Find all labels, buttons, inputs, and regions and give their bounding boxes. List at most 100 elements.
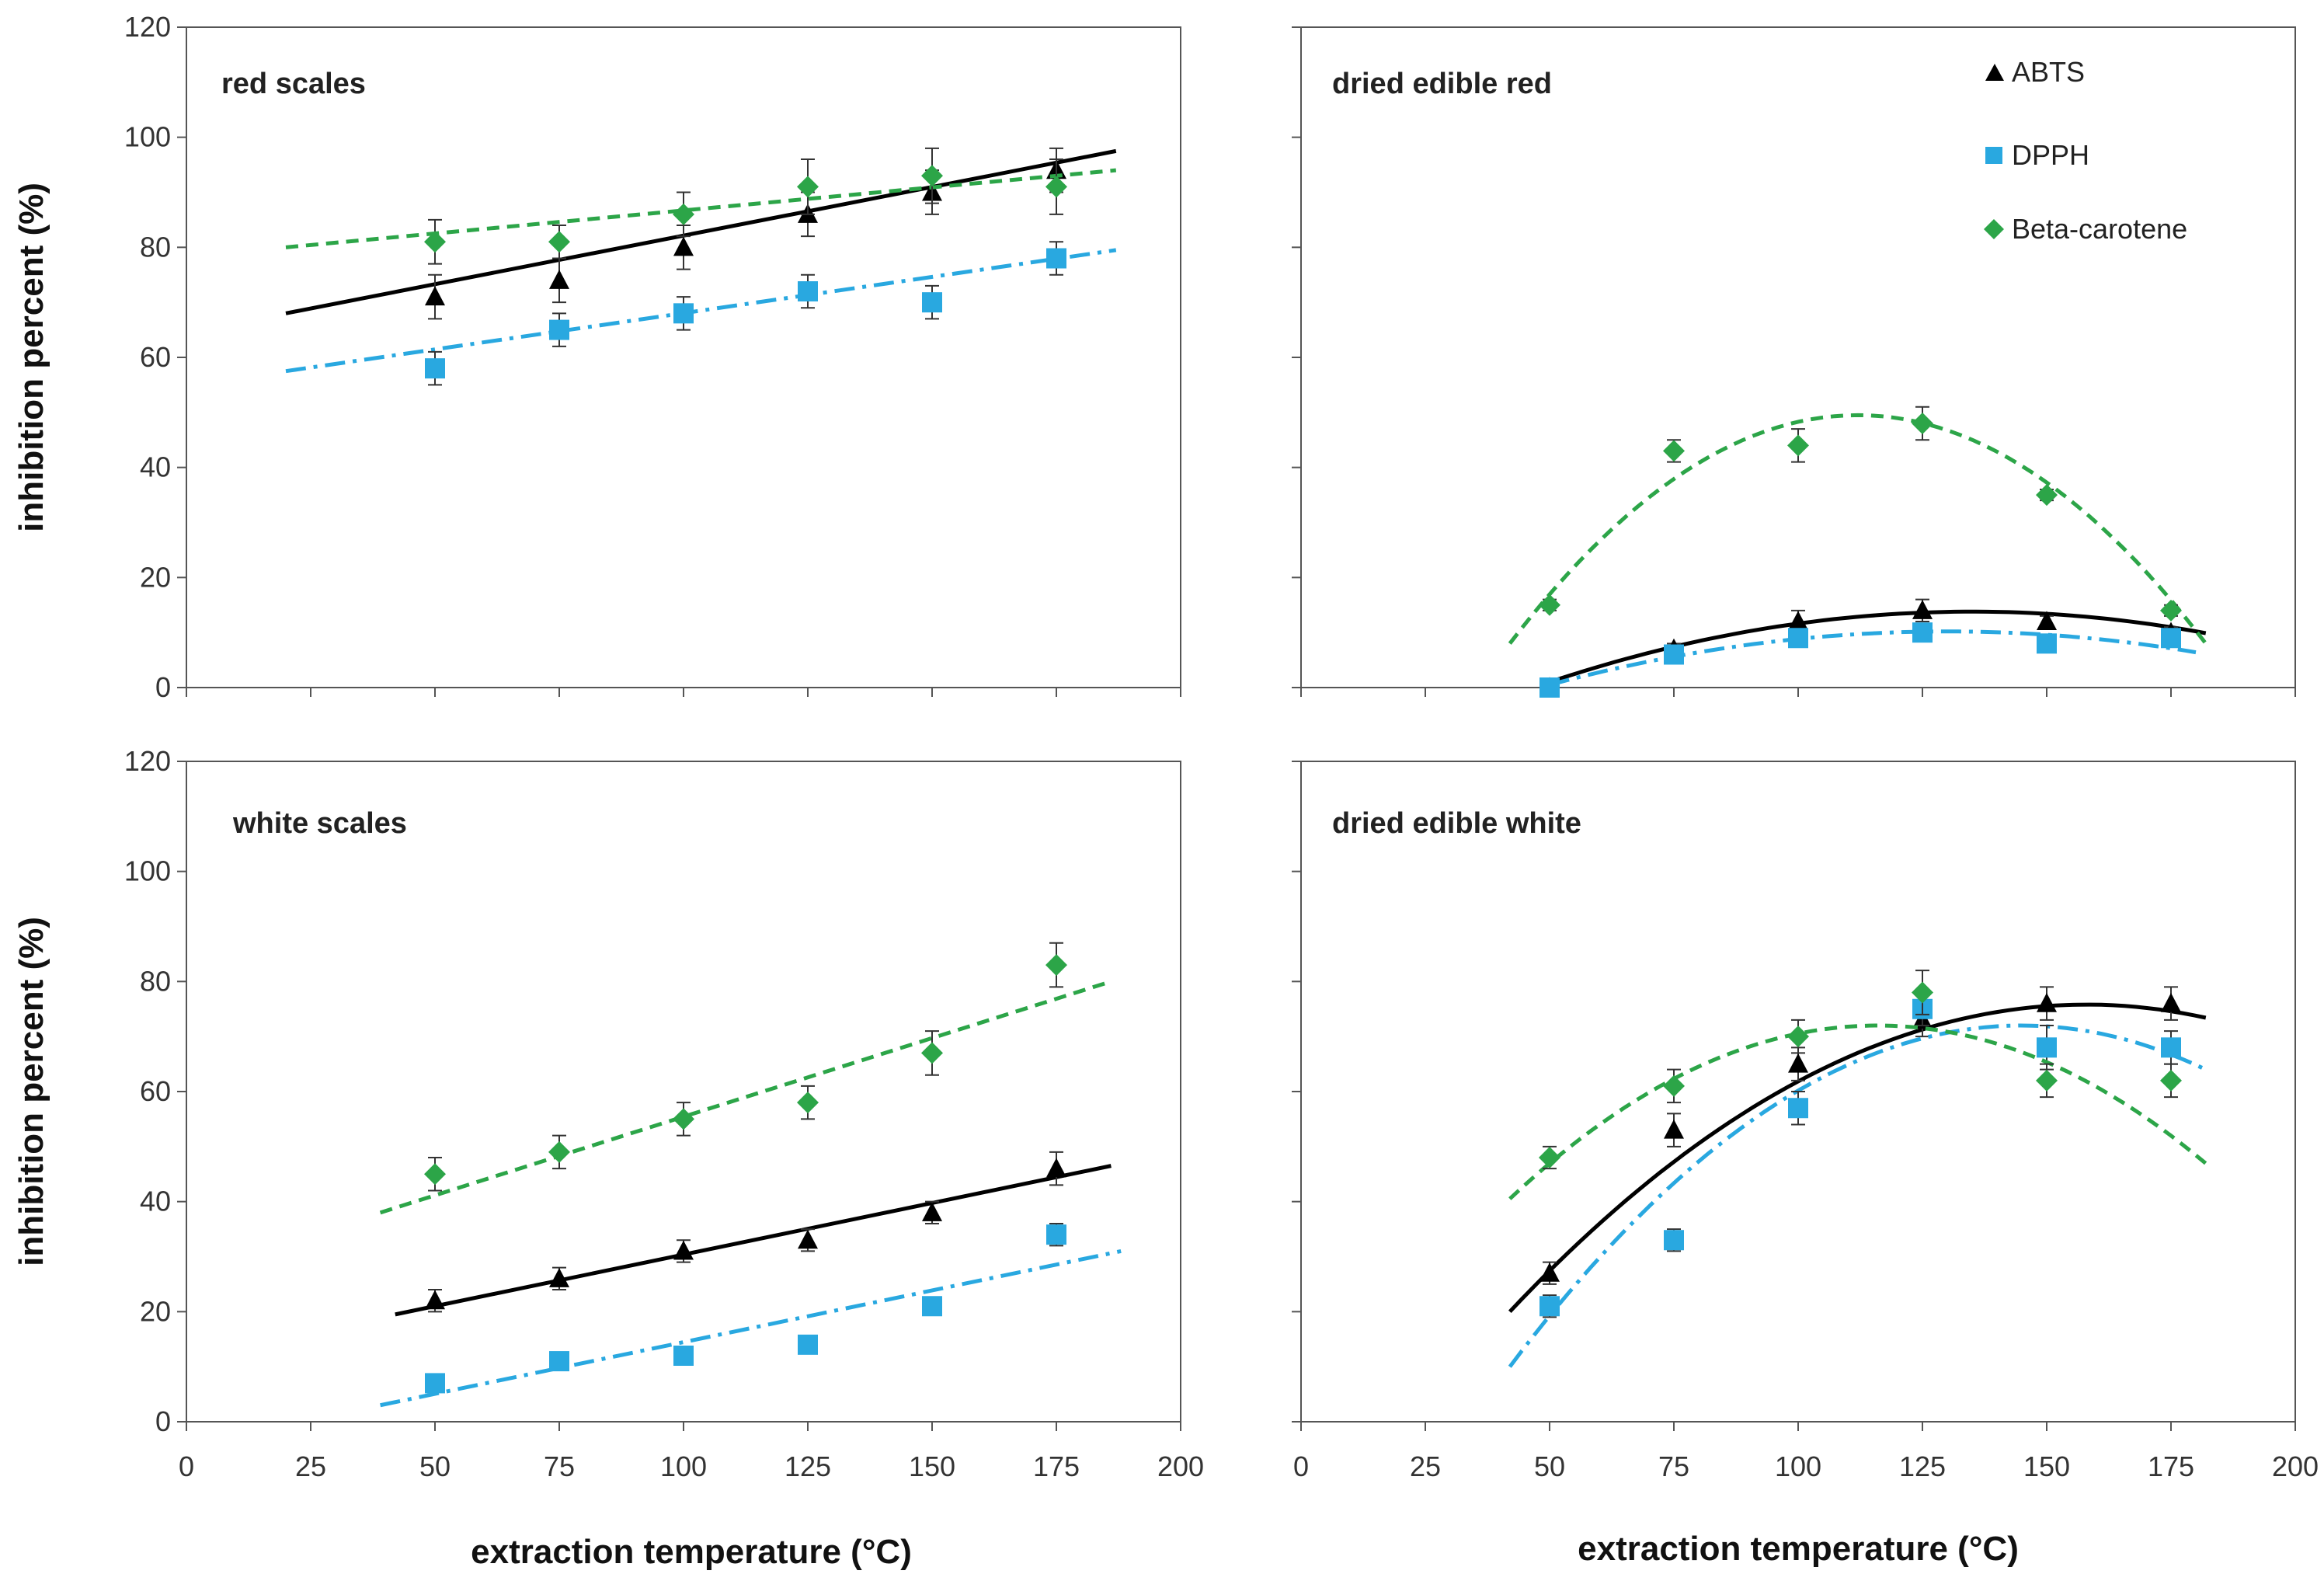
data-point	[549, 1351, 569, 1372]
data-point	[673, 203, 694, 225]
data-point	[1788, 1098, 1808, 1119]
data-point	[922, 1296, 942, 1317]
data-point	[1787, 434, 1809, 457]
panel-marks: 0 25 50 75 100 125 150 175 200	[1292, 761, 2319, 1482]
y-axis-title-top: inhibition percent (%)	[12, 183, 50, 532]
y-tick-label: 20	[140, 561, 171, 593]
x-tick-label: 75	[544, 1450, 575, 1482]
data-point	[2036, 484, 2058, 507]
x-tick-label: 0	[1293, 1450, 1309, 1482]
x-tick-label: 175	[2148, 1450, 2194, 1482]
data-point	[2036, 1069, 2058, 1092]
data-point	[1539, 1296, 1560, 1317]
y-tick-label: 60	[140, 341, 171, 373]
data-point	[1788, 1053, 1808, 1073]
legend-label: ABTS	[2012, 56, 2085, 88]
data-point	[549, 319, 569, 340]
data-point	[2161, 1037, 2181, 1058]
data-point	[2037, 611, 2057, 631]
data-point	[673, 1346, 694, 1366]
diamond-marker-icon	[1984, 219, 2004, 239]
data-point	[2161, 993, 2181, 1012]
data-point	[1912, 622, 1933, 643]
data-point	[798, 281, 818, 301]
panel-title: white scales	[232, 807, 407, 840]
panel-dried-edible-red: dried edible red	[1292, 26, 2296, 698]
legend-item-abts: ABTS	[1985, 56, 2085, 88]
data-point	[2160, 1069, 2182, 1092]
data-point	[1788, 611, 1808, 631]
data-point	[549, 270, 569, 289]
trend-line	[379, 979, 1112, 1215]
data-point	[424, 1163, 446, 1186]
data-point	[921, 165, 943, 187]
trend-line	[1549, 629, 2197, 687]
data-point	[1045, 954, 1067, 977]
y-tick-label: 60	[140, 1075, 171, 1107]
x-tick-label: 125	[1899, 1450, 1946, 1482]
square-marker-icon	[1985, 147, 2002, 164]
trend-line	[285, 168, 1117, 249]
data-point	[549, 1268, 569, 1287]
data-point	[1663, 440, 1685, 462]
data-point	[425, 1373, 445, 1394]
data-point	[1912, 413, 1933, 434]
panel-red-scales: red scales 0 20 40 60 80 100 120	[124, 11, 1181, 703]
trend-line	[1508, 413, 2207, 645]
panel-title: red scales	[221, 68, 366, 100]
data-point	[922, 292, 942, 313]
x-tick-label: 175	[1033, 1450, 1080, 1482]
x-tick-label: 0	[179, 1450, 194, 1482]
legend-label: Beta-carotene	[2012, 213, 2187, 245]
legend-item-beta-carotene: Beta-carotene	[1984, 213, 2187, 245]
panel-title: dried edible red	[1332, 68, 1552, 100]
data-point	[1539, 594, 1560, 616]
trend-line	[285, 148, 1117, 315]
x-axis-title-left: extraction temperature (°C)	[471, 1533, 912, 1571]
y-tick-label: 20	[140, 1295, 171, 1327]
y-tick-label: 0	[155, 671, 171, 703]
data-point	[425, 1290, 445, 1310]
data-point	[425, 286, 445, 306]
y-tick-label: 80	[140, 231, 171, 263]
legend-label: DPPH	[2012, 139, 2089, 171]
data-point	[798, 1334, 818, 1355]
data-point	[424, 231, 446, 253]
panel-marks: 0 20 40 60 80 100 120	[124, 11, 1181, 703]
data-point	[1787, 1026, 1809, 1048]
data-point	[797, 1092, 819, 1114]
data-point	[2037, 1037, 2057, 1058]
data-point	[922, 1202, 942, 1221]
data-point	[1046, 248, 1066, 269]
data-point	[1045, 176, 1067, 198]
trend-line	[1508, 1023, 2207, 1200]
data-point	[548, 231, 570, 253]
panel-dried-edible-white: dried edible white 0 25 50 75 100 125 150 175 20…	[1292, 761, 2319, 1482]
y-tick-label: 100	[124, 855, 171, 887]
data-point	[1912, 600, 1933, 619]
x-tick-label: 25	[1410, 1450, 1441, 1482]
data-point	[673, 1240, 694, 1260]
data-point	[2037, 633, 2057, 654]
y-tick-label: 100	[124, 121, 171, 153]
data-point	[673, 1108, 694, 1130]
data-point	[425, 358, 445, 379]
data-point	[1664, 644, 1684, 665]
y-tick-label: 120	[124, 11, 171, 43]
data-point	[1788, 628, 1808, 649]
y-tick-label: 40	[140, 1186, 171, 1217]
x-tick-label: 100	[1775, 1450, 1821, 1482]
panel-marks	[1292, 26, 2296, 698]
y-tick-label: 80	[140, 965, 171, 997]
x-tick-label: 125	[785, 1450, 831, 1482]
x-tick-label: 200	[2272, 1450, 2319, 1482]
y-axis-title-bottom: inhibition percent (%)	[12, 917, 50, 1266]
legend: ABTS DPPH Beta-carotene	[1984, 56, 2187, 245]
panel-title: dried edible white	[1332, 807, 1581, 840]
data-point	[1912, 981, 1933, 1004]
x-tick-label: 200	[1157, 1450, 1204, 1482]
data-point	[673, 303, 694, 324]
data-point	[673, 236, 694, 256]
